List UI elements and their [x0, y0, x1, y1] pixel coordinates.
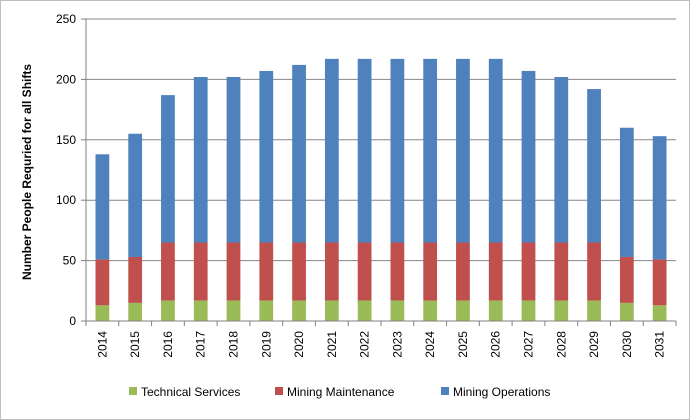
bar-mining-operations-2024 [423, 58, 438, 243]
x-tick-label: 2014 [95, 331, 109, 358]
bar-mining-operations-2017 [193, 76, 208, 243]
x-tick-label: 2027 [522, 331, 536, 358]
x-tick-label: 2019 [259, 331, 273, 358]
bar-mining-operations-2020 [292, 64, 306, 243]
bar-mining-operations-2021 [324, 58, 339, 243]
y-tick-label: 250 [56, 12, 76, 26]
bar-mining-maintenance-2030 [619, 256, 634, 303]
bar-technical-services-2027 [521, 300, 536, 321]
bar-mining-maintenance-2025 [456, 242, 470, 301]
gridlines [81, 18, 676, 322]
x-tick-labels: 2014 2015 2016 2017 2018 2019 2020 2021 2022 2023… [85, 321, 677, 358]
x-tick-label: 2020 [292, 331, 306, 358]
x-tick-label: 2017 [194, 331, 208, 358]
y-axis-title: Number People Requried for all Shifts [20, 64, 34, 280]
legend: Technical Services Mining Maintenance Mini… [129, 385, 550, 399]
bar-mining-operations-2018 [226, 76, 241, 243]
bar-mining-maintenance-2024 [423, 242, 438, 301]
x-tick-label: 2025 [456, 331, 470, 358]
x-tick-label: 2028 [554, 331, 568, 358]
bar-mining-operations-2031 [652, 136, 667, 260]
x-tick-label: 2029 [587, 331, 601, 358]
bar-technical-services-2014 [95, 305, 110, 321]
bar-technical-services-2026 [488, 300, 503, 321]
bar-mining-maintenance-2027 [521, 242, 536, 301]
legend-label-mining-operations: Mining Operations [453, 385, 550, 399]
bar-mining-maintenance-2023 [390, 242, 405, 301]
bar-mining-maintenance-2029 [587, 242, 601, 301]
bar-technical-services-2015 [128, 302, 143, 321]
bar-mining-maintenance-2018 [226, 242, 241, 301]
legend-label-mining-maintenance: Mining Maintenance [287, 385, 395, 399]
bar-mining-operations-2027 [521, 70, 536, 243]
x-tick-label: 2023 [390, 331, 404, 358]
bar-technical-services-2028 [554, 300, 569, 321]
bar-technical-services-2029 [587, 300, 601, 321]
bar-mining-operations-2025 [456, 58, 470, 243]
x-tick-label: 2026 [489, 331, 503, 358]
bar-mining-operations-2019 [259, 70, 274, 243]
bar-mining-maintenance-2015 [128, 256, 143, 303]
bar-mining-operations-2026 [488, 58, 503, 243]
legend-swatch-mining-maintenance [275, 387, 283, 395]
bar-mining-operations-2029 [587, 89, 601, 243]
bar-mining-maintenance-2021 [324, 242, 339, 301]
y-tick-label: 150 [56, 133, 76, 147]
bar-mining-maintenance-2031 [652, 259, 667, 306]
x-tick-label: 2030 [620, 331, 634, 358]
x-tick-label: 2015 [128, 331, 142, 358]
bar-technical-services-2024 [423, 300, 438, 321]
bar-technical-services-2030 [619, 302, 634, 321]
bar-technical-services-2021 [324, 300, 339, 321]
bar-technical-services-2025 [456, 300, 470, 321]
bar-technical-services-2017 [193, 300, 208, 321]
bar-mining-maintenance-2017 [193, 242, 208, 301]
bar-mining-maintenance-2020 [292, 242, 306, 301]
bar-technical-services-2023 [390, 300, 405, 321]
bar-mining-operations-2022 [357, 58, 372, 243]
bar-mining-maintenance-2016 [161, 242, 175, 301]
bar-technical-services-2031 [652, 305, 667, 321]
bar-technical-services-2022 [357, 300, 372, 321]
bar-mining-maintenance-2014 [95, 259, 110, 306]
y-tick-label: 100 [56, 193, 76, 207]
x-tick-label: 2024 [423, 331, 437, 358]
bar-mining-operations-2023 [390, 58, 405, 243]
y-tick-label: 200 [56, 72, 76, 86]
x-tick-label: 2016 [161, 331, 175, 358]
bar-mining-maintenance-2022 [357, 242, 372, 301]
x-tick-label: 2031 [653, 331, 667, 358]
bar-mining-maintenance-2019 [259, 242, 274, 301]
bar-technical-services-2016 [161, 300, 175, 321]
bar-technical-services-2020 [292, 300, 306, 321]
legend-swatch-mining-operations [441, 387, 449, 395]
legend-swatch-technical-services [129, 387, 137, 395]
bar-mining-operations-2014 [95, 154, 110, 260]
x-tick-label: 2021 [325, 331, 339, 358]
bar-mining-operations-2015 [128, 133, 143, 257]
bars [95, 58, 667, 321]
x-tick-label: 2022 [358, 331, 372, 358]
y-tick-label: 0 [69, 314, 76, 328]
x-tick-label: 2018 [227, 331, 241, 358]
bar-mining-maintenance-2028 [554, 242, 569, 301]
bar-mining-operations-2030 [619, 127, 634, 257]
bar-mining-operations-2016 [161, 95, 175, 243]
bar-mining-operations-2028 [554, 76, 569, 243]
bar-technical-services-2019 [259, 300, 274, 321]
y-tick-labels: 0 50 100 150 200 250 [56, 12, 76, 328]
y-tick-label: 50 [63, 254, 77, 268]
bar-technical-services-2018 [226, 300, 241, 321]
bar-mining-maintenance-2026 [488, 242, 503, 301]
legend-label-technical-services: Technical Services [141, 385, 240, 399]
